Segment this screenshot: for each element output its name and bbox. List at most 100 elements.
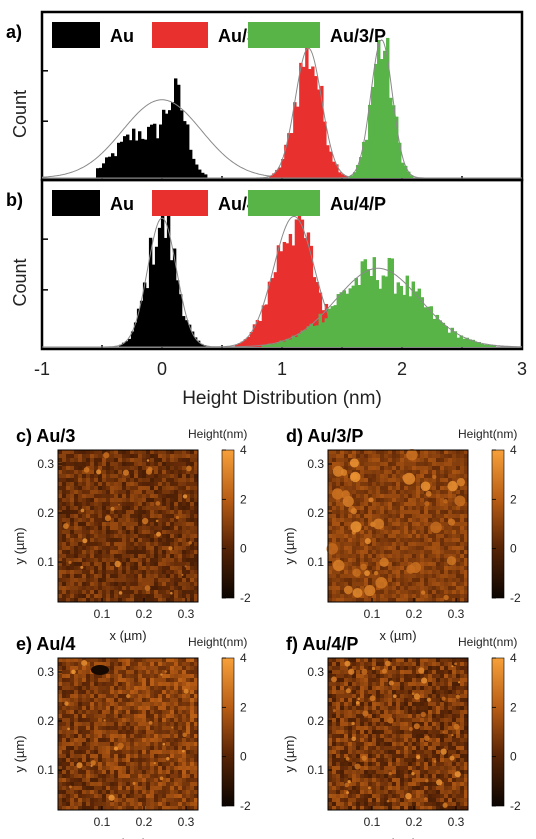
afm-pixel bbox=[376, 686, 380, 690]
afm-pixel bbox=[162, 718, 166, 722]
afm-pixel bbox=[428, 506, 432, 510]
afm-pixel bbox=[396, 570, 400, 574]
afm-pixel bbox=[328, 490, 332, 494]
afm-pixel bbox=[78, 794, 82, 798]
afm-pixel bbox=[186, 494, 190, 498]
afm-pixel bbox=[460, 566, 464, 570]
afm-pixel bbox=[332, 554, 336, 558]
afm-pixel bbox=[440, 582, 444, 586]
afm-pixel bbox=[130, 746, 134, 750]
afm-pixel bbox=[130, 706, 134, 710]
afm-pixel bbox=[400, 706, 404, 710]
afm-pixel bbox=[86, 562, 90, 566]
afm-pixel bbox=[376, 682, 380, 686]
afm-pixel bbox=[66, 542, 70, 546]
afm-pixel bbox=[98, 522, 102, 526]
afm-pixel bbox=[364, 562, 368, 566]
afm-pixel bbox=[102, 698, 106, 702]
afm-pixel bbox=[90, 470, 94, 474]
histogram-bar bbox=[183, 121, 187, 178]
afm-pixel bbox=[416, 582, 420, 586]
afm-pixel bbox=[412, 538, 416, 542]
afm-pixel bbox=[146, 802, 150, 806]
afm-pixel bbox=[74, 658, 78, 662]
afm-pixel bbox=[384, 574, 388, 578]
afm-pixel bbox=[166, 534, 170, 538]
afm-pixel bbox=[126, 798, 130, 802]
afm-pixel bbox=[412, 498, 416, 502]
afm-pixel bbox=[70, 718, 74, 722]
afm-pixel bbox=[420, 578, 424, 582]
afm-pixel bbox=[126, 554, 130, 558]
afm-pixel bbox=[66, 502, 70, 506]
afm-pixel bbox=[154, 786, 158, 790]
afm-pixel bbox=[162, 462, 166, 466]
afm-pixel bbox=[110, 570, 114, 574]
afm-pixel bbox=[98, 690, 102, 694]
afm-pixel bbox=[126, 478, 130, 482]
afm-pixel bbox=[186, 766, 190, 770]
afm-pixel bbox=[170, 498, 174, 502]
afm-pixel bbox=[182, 594, 186, 598]
afm-pixel bbox=[102, 450, 106, 454]
afm-grain bbox=[96, 469, 102, 475]
afm-pixel bbox=[98, 702, 102, 706]
afm-pixel bbox=[90, 718, 94, 722]
histogram-bar bbox=[398, 142, 402, 178]
afm-pixel bbox=[130, 662, 134, 666]
afm-pixel bbox=[190, 666, 194, 670]
afm-pixel bbox=[134, 790, 138, 794]
afm-pixel bbox=[380, 514, 384, 518]
afm-pixel bbox=[82, 742, 86, 746]
afm-pixel bbox=[380, 506, 384, 510]
histogram-bar bbox=[480, 344, 484, 347]
afm-pixel bbox=[158, 698, 162, 702]
afm-pixel bbox=[190, 690, 194, 694]
afm-pixel bbox=[114, 518, 118, 522]
afm-pixel bbox=[420, 686, 424, 690]
afm-pixel bbox=[154, 566, 158, 570]
afm-pixel bbox=[110, 730, 114, 734]
afm-pixel bbox=[182, 534, 186, 538]
map-x-tick-label: 0.2 bbox=[136, 815, 153, 829]
afm-pixel bbox=[106, 506, 110, 510]
afm-pixel bbox=[118, 758, 122, 762]
afm-pixel bbox=[332, 714, 336, 718]
afm-pixel bbox=[448, 570, 452, 574]
afm-pixel bbox=[368, 466, 372, 470]
histogram-bar bbox=[453, 331, 457, 347]
afm-pixel bbox=[146, 698, 150, 702]
afm-pixel bbox=[170, 506, 174, 510]
afm-pixel bbox=[82, 498, 86, 502]
afm-pixel bbox=[186, 678, 190, 682]
afm-pixel bbox=[376, 486, 380, 490]
afm-pixel bbox=[102, 494, 106, 498]
afm-pixel bbox=[368, 546, 372, 550]
afm-pixel bbox=[78, 774, 82, 778]
afm-pixel bbox=[336, 542, 340, 546]
afm-pixel bbox=[78, 482, 82, 486]
afm-pixel bbox=[98, 730, 102, 734]
histogram-bar bbox=[308, 69, 312, 178]
afm-pixel bbox=[62, 662, 66, 666]
afm-pixel bbox=[186, 478, 190, 482]
afm-pixel bbox=[74, 734, 78, 738]
afm-pixel bbox=[174, 558, 178, 562]
afm-pixel bbox=[352, 710, 356, 714]
afm-pixel bbox=[142, 486, 146, 490]
afm-pixel bbox=[114, 590, 118, 594]
afm-grain bbox=[350, 508, 357, 515]
afm-grain bbox=[117, 742, 124, 749]
afm-pixel bbox=[158, 738, 162, 742]
afm-pixel bbox=[448, 674, 452, 678]
afm-pixel bbox=[170, 550, 174, 554]
afm-pixel bbox=[194, 802, 198, 806]
afm-pixel bbox=[340, 594, 344, 598]
afm-pixel bbox=[190, 714, 194, 718]
afm-pixel bbox=[416, 502, 420, 506]
afm-pixel bbox=[182, 794, 186, 798]
afm-pixel bbox=[444, 582, 448, 586]
afm-pixel bbox=[400, 462, 404, 466]
afm-pixel bbox=[392, 514, 396, 518]
afm-pixel bbox=[70, 698, 74, 702]
